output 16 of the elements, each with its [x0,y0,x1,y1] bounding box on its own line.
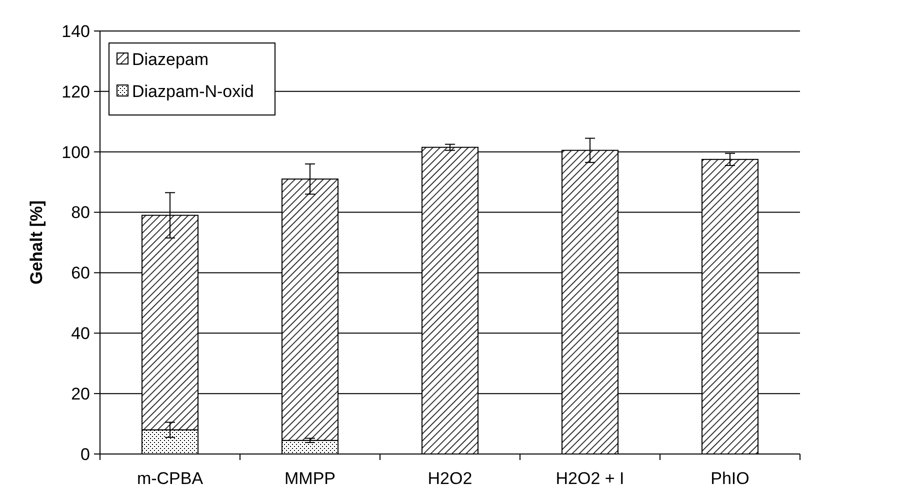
legend-label: Diazepam [132,50,209,69]
legend-label: Diazpam-N-oxid [132,82,254,101]
x-tick-label: m-CPBA [136,469,204,488]
y-axis-title: Gehalt [%] [27,200,46,285]
x-tick-label: H2O2 [428,469,472,488]
y-tick-label: 100 [62,142,90,162]
x-tick-label: MMPP [284,469,336,488]
y-tick-label: 140 [62,22,90,41]
y-tick-label: 20 [71,384,90,404]
y-tick-label: 80 [71,203,90,222]
y-tick-label: 40 [71,324,90,344]
x-tick-label: PhIO [710,469,750,488]
y-tick-label: 60 [71,264,90,283]
x-tick-label: H2O2 + I [556,469,624,488]
y-tick-label: 120 [62,82,90,102]
y-tick-label: 0 [80,444,90,464]
